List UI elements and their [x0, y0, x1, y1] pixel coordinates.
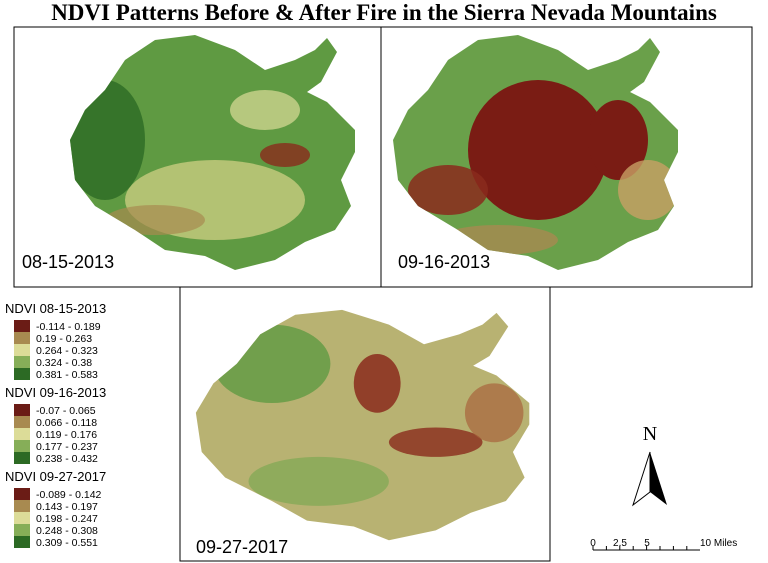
- legend-swatch: [14, 428, 30, 440]
- ndvi-map: [393, 35, 678, 270]
- legend-label: 0.238 - 0.432: [36, 453, 98, 465]
- legend-label: 0.119 - 0.176: [36, 429, 97, 441]
- legend-label: 0.143 - 0.197: [36, 501, 98, 513]
- panel-date: 08-15-2013: [22, 252, 114, 272]
- legend-label: 0.264 - 0.323: [36, 345, 98, 357]
- legend-swatch: [14, 332, 30, 344]
- scale-label: 0: [590, 538, 596, 549]
- panel-date: 09-16-2013: [398, 252, 490, 272]
- legend-label: 0.324 - 0.38: [36, 357, 92, 369]
- panel-frame: [179, 286, 551, 562]
- legend-label: -0.114 - 0.189: [36, 321, 101, 333]
- legend-swatch: [14, 356, 30, 368]
- title: NDVI Patterns Before & After Fire in the…: [51, 0, 717, 25]
- legend-label: 0.066 - 0.118: [36, 417, 97, 429]
- panel-date: 09-27-2017: [196, 537, 288, 557]
- panel-frame: [380, 26, 753, 288]
- ndvi-map: [70, 35, 355, 270]
- north-arrow: [650, 452, 667, 505]
- north-arrow: [632, 451, 651, 507]
- ndvi-map: [195, 309, 530, 541]
- legend-title: NDVI 09-27-2017: [5, 469, 106, 484]
- legend-swatch: [14, 512, 30, 524]
- legend-label: 0.177 - 0.237: [36, 441, 98, 453]
- legend-swatch: [14, 524, 30, 536]
- scale-bar: 0 2.5 5 10 Miles: [590, 538, 737, 551]
- legend-swatch: [14, 320, 30, 332]
- legend-label: 0.19 - 0.263: [36, 333, 92, 345]
- legend-label: 0.198 - 0.247: [36, 513, 98, 525]
- north-label: N: [643, 423, 657, 445]
- legend-swatch: [14, 368, 30, 380]
- legend-label: 0.381 - 0.583: [36, 369, 98, 381]
- legend-swatch: [14, 404, 30, 416]
- legend-swatch: [14, 452, 30, 464]
- legend-title: NDVI 08-15-2013: [5, 301, 106, 316]
- legend-swatch: [14, 440, 30, 452]
- legend-swatch: [14, 536, 30, 548]
- scale-label: 10 Miles: [700, 538, 737, 549]
- legend-label: -0.089 - 0.142: [36, 489, 102, 501]
- legend-swatch: [14, 344, 30, 356]
- legend-label: -0.07 - 0.065: [36, 405, 96, 417]
- scale-label: 2.5: [613, 538, 627, 549]
- scale-label: 5: [644, 538, 650, 549]
- legend-label: 0.248 - 0.308: [36, 525, 98, 537]
- legend-label: 0.309 - 0.551: [36, 537, 98, 549]
- legend-swatch: [14, 416, 30, 428]
- legend-swatch: [14, 500, 30, 512]
- legend-title: NDVI 09-16-2013: [5, 385, 106, 400]
- legend-swatch: [14, 488, 30, 500]
